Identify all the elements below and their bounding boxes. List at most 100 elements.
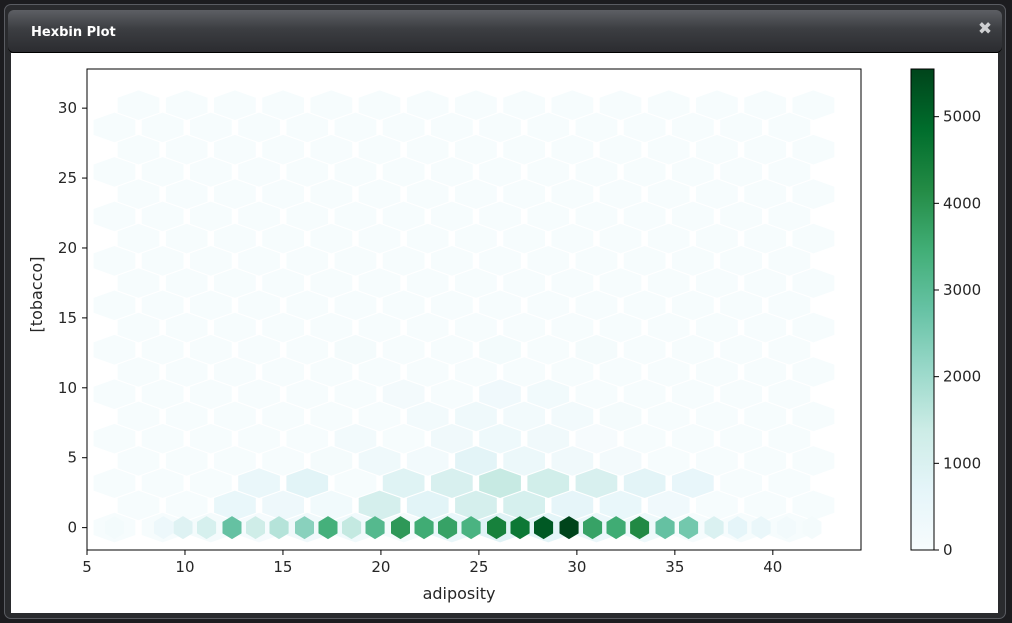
hex-cell xyxy=(768,423,811,454)
hex-cell xyxy=(406,223,449,254)
hex-cell xyxy=(93,290,136,321)
hex-cell xyxy=(455,223,497,254)
hex-cell xyxy=(214,223,256,254)
hex-cell xyxy=(310,90,353,120)
hex-cell xyxy=(744,134,787,165)
colorbar-tick-label: 4000 xyxy=(943,194,981,212)
hex-cell xyxy=(382,468,425,498)
hex-cell xyxy=(768,379,811,410)
hex-cell xyxy=(559,516,579,540)
hex-cell xyxy=(238,246,280,276)
colorbar xyxy=(910,68,935,551)
hex-cell xyxy=(358,134,401,165)
hex-cell xyxy=(334,246,377,276)
hex-cell xyxy=(117,268,160,298)
hex-cell xyxy=(141,201,184,232)
hex-cell xyxy=(527,112,570,143)
hex-cell xyxy=(238,201,280,232)
hex-cell xyxy=(503,223,545,254)
hex-cell xyxy=(551,357,594,387)
hex-cell xyxy=(672,246,714,276)
hex-cell xyxy=(647,446,690,476)
hex-cell xyxy=(744,490,787,521)
hex-cell xyxy=(720,246,762,276)
hex-cell xyxy=(238,157,280,187)
hex-cell xyxy=(527,379,570,410)
hex-cell xyxy=(431,423,473,454)
hex-cell xyxy=(696,312,738,343)
hex-cell xyxy=(503,446,545,476)
hex-cell xyxy=(310,490,353,521)
hex-cell xyxy=(93,468,136,498)
hex-cell xyxy=(527,290,570,321)
hex-cell xyxy=(318,516,338,540)
hex-cell xyxy=(414,516,434,540)
hex-cell xyxy=(720,334,762,365)
hex-cell xyxy=(599,223,642,254)
x-tick-label: 20 xyxy=(371,558,390,576)
hex-cell xyxy=(527,157,570,187)
hex-cell xyxy=(802,516,822,540)
hex-cell xyxy=(479,246,521,276)
hex-cell xyxy=(672,334,714,365)
hex-cell xyxy=(744,401,787,432)
hex-cell xyxy=(696,134,738,165)
hex-cell xyxy=(286,157,329,187)
hex-cell xyxy=(117,401,160,432)
hex-cell xyxy=(744,179,787,209)
colorbar-tick-label: 1000 xyxy=(943,454,981,472)
hex-cell xyxy=(141,246,184,276)
hex-cell xyxy=(527,334,570,365)
hex-cell xyxy=(93,423,136,454)
close-icon[interactable]: ✖ xyxy=(977,19,993,39)
hex-cell xyxy=(334,468,377,498)
hex-cell xyxy=(455,268,497,298)
hex-cell xyxy=(768,290,811,321)
y-tick-label: 0 xyxy=(67,519,77,537)
hex-cell xyxy=(704,516,724,540)
hex-cell xyxy=(647,490,690,521)
hex-cell xyxy=(406,357,449,387)
hex-cell xyxy=(696,90,738,120)
hex-cell xyxy=(117,357,160,387)
hex-cell xyxy=(173,516,193,540)
hex-cell xyxy=(551,490,594,521)
hex-cell xyxy=(792,401,835,432)
hex-cell xyxy=(599,134,642,165)
hex-cell xyxy=(431,157,473,187)
hex-cell xyxy=(479,468,521,498)
hex-cell xyxy=(647,223,690,254)
hex-cell xyxy=(406,179,449,209)
hex-cell xyxy=(382,157,425,187)
hex-cell xyxy=(310,268,353,298)
y-tick-label: 20 xyxy=(58,239,77,257)
hex-cell xyxy=(551,268,594,298)
hex-cell xyxy=(527,423,570,454)
hexbin-cells xyxy=(93,90,835,543)
y-axis-label: [tobacco] xyxy=(27,257,46,333)
hex-cell xyxy=(165,134,208,165)
window-titlebar[interactable]: Hexbin Plot ✖ xyxy=(8,10,1002,52)
hex-cell xyxy=(310,357,353,387)
hex-cell xyxy=(262,446,304,476)
hex-cell xyxy=(358,268,401,298)
hex-cell xyxy=(551,312,594,343)
hex-cell xyxy=(647,312,690,343)
hex-cell xyxy=(455,179,497,209)
x-tick-label: 35 xyxy=(665,558,684,576)
hex-cell xyxy=(238,290,280,321)
hex-cell xyxy=(599,446,642,476)
hex-cell xyxy=(575,468,618,498)
hex-cell xyxy=(246,516,265,540)
hex-cell xyxy=(647,401,690,432)
hex-cell xyxy=(214,90,256,120)
hex-cell xyxy=(358,90,401,120)
plot-frame xyxy=(86,68,862,551)
hex-cell xyxy=(286,379,329,410)
hex-cell xyxy=(238,423,280,454)
x-tick-label: 40 xyxy=(763,558,782,576)
hex-cell xyxy=(744,90,787,120)
hex-cell xyxy=(534,516,554,540)
hex-cell xyxy=(286,246,329,276)
hex-cell xyxy=(382,201,425,232)
